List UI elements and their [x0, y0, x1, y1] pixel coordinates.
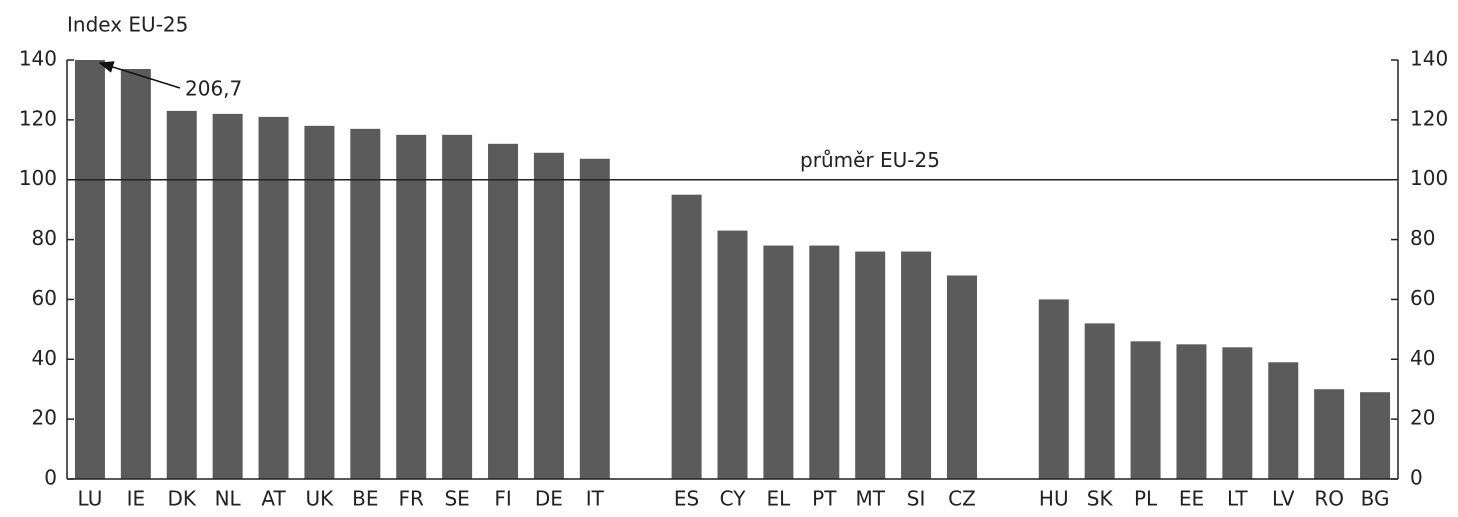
bar [350, 128, 381, 480]
x-tick-label: FI [494, 487, 511, 511]
y2-tick-label: 60 [1410, 286, 1435, 310]
bar [1268, 362, 1299, 479]
bar [166, 110, 197, 479]
bar [579, 158, 610, 479]
x-tick-label: BG [1361, 487, 1390, 511]
x-tick-label: ES [674, 487, 699, 511]
x-tick-label: DK [167, 487, 196, 511]
y-tick-label: 60 [32, 286, 57, 310]
annotation-arrow [98, 61, 181, 89]
bar [74, 60, 105, 480]
bar [396, 134, 427, 480]
y-tick-label: 80 [32, 226, 57, 250]
y-tick-label: 0 [44, 466, 57, 490]
bars [74, 60, 1391, 480]
x-tick-label: SK [1087, 487, 1114, 511]
x-tick-label: LU [78, 487, 103, 511]
x-tick-label: RO [1314, 487, 1344, 511]
x-tick-label: BE [352, 487, 378, 511]
bar [1084, 323, 1115, 479]
x-tick-label: IT [586, 487, 605, 511]
x-tick-label: EL [767, 487, 792, 511]
bar [946, 275, 977, 479]
bar [671, 194, 702, 479]
x-tick-label: CZ [948, 487, 976, 511]
y2-tick-label: 20 [1410, 406, 1435, 430]
x-tick-label: CY [720, 487, 747, 511]
bar [1360, 392, 1391, 479]
bar [120, 68, 151, 479]
bar [855, 251, 886, 479]
y2-tick-label: 100 [1410, 166, 1448, 190]
y2-tick-label: 0 [1410, 466, 1423, 490]
bar [442, 134, 473, 480]
bar [1314, 389, 1345, 479]
y-tick-label: 40 [32, 346, 57, 370]
y2-tick-label: 40 [1410, 346, 1435, 370]
x-tick-label: SI [907, 487, 926, 511]
bar [717, 230, 748, 479]
x-tick-label: IE [127, 487, 146, 511]
bar [763, 245, 794, 479]
y-tick-label: 140 [19, 47, 57, 71]
bar [488, 143, 519, 480]
x-tick-label: PL [1134, 487, 1158, 511]
bar [901, 251, 932, 479]
bar [304, 125, 335, 479]
bar [1176, 344, 1207, 479]
y-axis-label: Index EU-25 [67, 13, 188, 37]
bar [258, 116, 289, 479]
x-tick-label: LT [1227, 487, 1248, 511]
y2-tick-label: 120 [1410, 106, 1448, 130]
x-tick-label: NL [215, 487, 242, 511]
bar [1130, 341, 1161, 479]
x-tick-label: EE [1179, 487, 1204, 511]
reference-label: průměr EU-25 [800, 148, 940, 172]
x-tick-label: SE [444, 487, 469, 511]
x-tick-label: HU [1039, 487, 1069, 511]
value-label: 206,7 [185, 77, 242, 101]
bar [809, 245, 840, 479]
x-tick-label: MT [855, 487, 885, 511]
y2-tick-label: 140 [1410, 47, 1448, 71]
x-tick-label: LV [1272, 487, 1295, 511]
y2-tick-label: 80 [1410, 226, 1435, 250]
bar [1038, 299, 1069, 479]
x-tick-label: AT [261, 487, 286, 511]
y-tick-label: 20 [32, 406, 57, 430]
y-tick-label: 120 [19, 106, 57, 130]
x-tick-label: UK [306, 487, 335, 511]
x-tick-label: PT [812, 487, 837, 511]
x-tick-label: DE [535, 487, 563, 511]
bar [1222, 347, 1253, 479]
bar [212, 113, 243, 479]
x-tick-label: FR [399, 487, 425, 511]
y-tick-label: 100 [19, 166, 57, 190]
bar [533, 152, 564, 479]
